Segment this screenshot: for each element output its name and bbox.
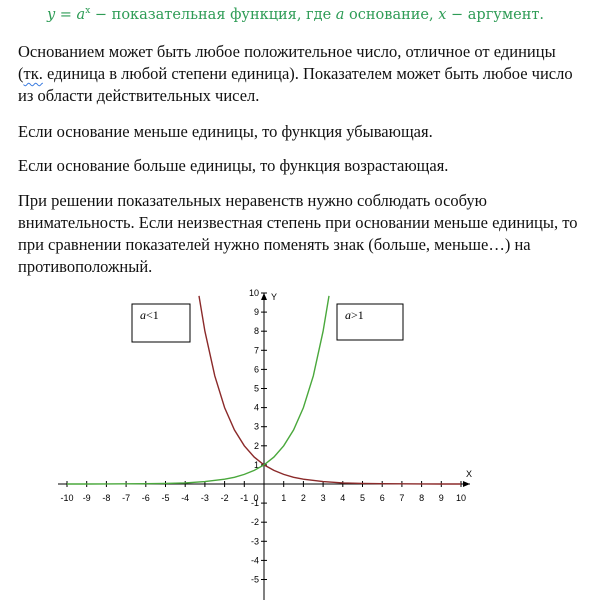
formula-y-a: y = a (46, 7, 86, 23)
x-tick-label: 10 (456, 493, 466, 503)
x-tick-label: -2 (221, 493, 229, 503)
x-tick-label: -4 (181, 493, 189, 503)
curve-a-greater-than-1 (67, 295, 330, 485)
x-tick-label: 9 (439, 493, 444, 503)
formula-arg-var: x (438, 7, 447, 23)
paragraph-inequalities: При решении показательных неравенств нуж… (18, 191, 578, 276)
x-tick-label: 7 (399, 493, 404, 503)
x-tick-label: -7 (122, 493, 130, 503)
paragraph-decreasing: Если основание меньше единицы, то функци… (18, 122, 433, 141)
formula-dash-2: − (446, 7, 468, 23)
y-tick-label: -1 (251, 498, 259, 508)
label-relation: <1 (146, 308, 159, 322)
x-tick-label: 6 (380, 493, 385, 503)
x-tick-label: 0 (253, 493, 258, 503)
label-box-a-less-1-text: a<1 (140, 308, 159, 322)
curve-a-less-than-1 (198, 295, 461, 485)
paragraph-increasing: Если основание больше единицы, то функци… (18, 156, 449, 175)
y-tick-label: 5 (254, 384, 259, 394)
formula-base-var: a (335, 7, 345, 23)
x-axis-arrow (463, 481, 470, 487)
y-tick-label: 3 (254, 422, 259, 432)
x-tick-label: 8 (419, 493, 424, 503)
x-tick-label: 1 (281, 493, 286, 503)
label-box-a-greater-1-text: a>1 (345, 308, 364, 322)
x-tick-label: -3 (201, 493, 209, 503)
y-axis-label: Y (271, 292, 277, 302)
y-axis-arrow (261, 293, 267, 300)
x-tick-label: -8 (102, 493, 110, 503)
formula-exponent: x (85, 6, 91, 16)
label-var: a (345, 308, 351, 322)
formula-desc: показательная функция, где (111, 7, 336, 23)
x-tick-label: 2 (301, 493, 306, 503)
y-tick-label: -3 (251, 536, 259, 546)
formula-heading: y = ax − показательная функция, где a ос… (0, 6, 591, 23)
y-tick-label: 7 (254, 345, 259, 355)
y-tick-label: 6 (254, 364, 259, 374)
y-tick-label: 9 (254, 307, 259, 317)
x-tick-label: 5 (360, 493, 365, 503)
y-tick-label: -5 (251, 575, 259, 585)
formula-dash-1: − (90, 7, 112, 23)
abbreviation-tk: тк. (23, 64, 43, 83)
x-tick-label: 4 (340, 493, 345, 503)
y-tick-label: -4 (251, 555, 259, 565)
label-relation: >1 (351, 308, 364, 322)
y-tick-label: 1 (254, 460, 259, 470)
x-tick-label: -10 (60, 493, 73, 503)
exponential-chart: XY-10 -9 -8 -7 -6 -5 -4 -3 -2 -1 0 1 2 3 4 5 6 7 8 9 1010987… (58, 288, 472, 600)
label-box-a-less-1 (131, 303, 191, 343)
y-tick-label: 4 (254, 403, 259, 413)
x-tick-label: -9 (83, 493, 91, 503)
y-tick-label: 8 (254, 326, 259, 336)
x-tick-label: 3 (321, 493, 326, 503)
label-var: a (140, 308, 146, 322)
y-tick-label: 10 (249, 288, 259, 298)
label-box-a-greater-1 (336, 303, 404, 341)
x-tick-label: -6 (142, 493, 150, 503)
x-axis-label: X (466, 469, 472, 479)
formula-base-word: основание, (344, 7, 439, 23)
x-tick-label: -1 (240, 493, 248, 503)
y-tick-label: -2 (251, 517, 259, 527)
x-tick-label: -5 (161, 493, 169, 503)
formula-arg-word: аргумент. (467, 7, 544, 23)
paragraph-base-definition: Основанием может быть любое положительно… (18, 42, 573, 105)
y-tick-label: 2 (254, 441, 259, 451)
